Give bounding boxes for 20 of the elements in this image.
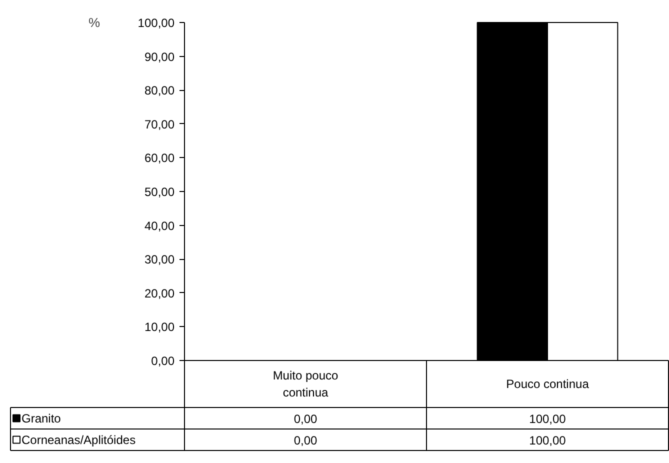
y-axis-title: % xyxy=(88,15,100,30)
y-tick-label: 50,00 xyxy=(144,185,175,199)
y-tick-label: 10,00 xyxy=(144,320,175,334)
y-tick-label: 40,00 xyxy=(144,218,175,233)
y-tick-label: 0,00 xyxy=(151,354,175,368)
y-tick-label: 60,00 xyxy=(144,151,175,166)
x-tick-label: Pouco continua xyxy=(506,377,590,391)
y-tick-label: 20,00 xyxy=(144,286,175,300)
text: 100,00 xyxy=(529,412,566,426)
y-tick-label: 100,00 xyxy=(138,16,175,30)
legend-label: Corneanas/Aplitóides xyxy=(22,432,136,447)
text: 0,00 xyxy=(294,412,318,426)
legend-label: Granito xyxy=(22,411,62,426)
y-tick-label: 80,00 xyxy=(144,84,175,98)
y-tick-label: 30,00 xyxy=(144,252,175,267)
text: 100,00 xyxy=(529,433,566,448)
text: 0,00 xyxy=(294,433,318,448)
y-tick-label: 70,00 xyxy=(144,117,175,132)
y-tick-label: 90,00 xyxy=(144,50,175,64)
x-tick-label: Muito pouco continua xyxy=(272,368,339,400)
